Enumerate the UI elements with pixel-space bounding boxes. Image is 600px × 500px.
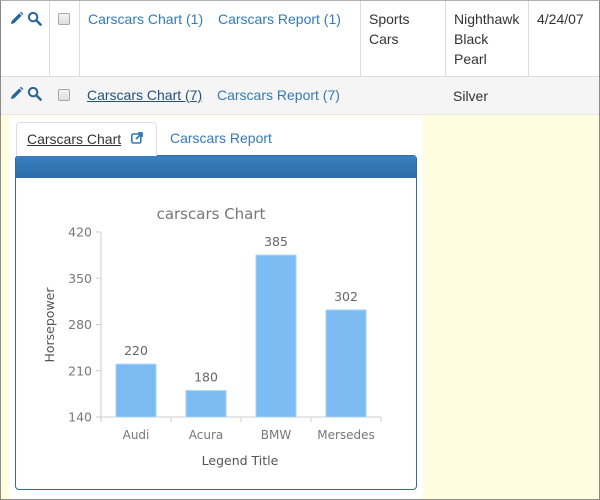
category-cell: Sports Cars	[369, 11, 410, 47]
external-link-icon[interactable]	[131, 123, 143, 155]
search-icon[interactable]	[27, 86, 42, 101]
column-divider	[79, 1, 80, 76]
date-cell: 4/24/07	[537, 11, 584, 27]
color-cell: Silver	[453, 88, 489, 104]
chart-panel	[15, 155, 417, 490]
chart-link[interactable]: Carscars Chart (1)	[88, 11, 204, 27]
search-icon[interactable]	[27, 11, 42, 26]
table-row: Carscars Chart (1) Carscars Report (1) S…	[1, 1, 599, 77]
pencil-icon[interactable]	[9, 86, 24, 101]
column-divider	[49, 1, 50, 76]
tab-carscars-chart[interactable]: Carscars Chart	[16, 122, 157, 156]
row-actions	[9, 11, 42, 26]
table-row: Carscars Chart (7) Carscars Report (7) S…	[1, 77, 599, 115]
row-checkbox[interactable]	[58, 89, 70, 101]
chart-link[interactable]: Carscars Chart (7)	[87, 87, 203, 103]
tab-carscars-report[interactable]: Carscars Report	[170, 130, 272, 146]
color-cell: Nighthawk Black Pearl	[454, 11, 520, 67]
column-divider	[360, 1, 361, 76]
report-link[interactable]: Carscars Report (7)	[217, 87, 340, 103]
column-divider	[528, 1, 529, 76]
row-actions	[9, 86, 42, 101]
panel-header	[16, 156, 416, 178]
pencil-icon[interactable]	[9, 11, 24, 26]
report-link[interactable]: Carscars Report (1)	[218, 11, 341, 27]
column-divider	[445, 1, 446, 76]
row-checkbox[interactable]	[58, 13, 70, 25]
